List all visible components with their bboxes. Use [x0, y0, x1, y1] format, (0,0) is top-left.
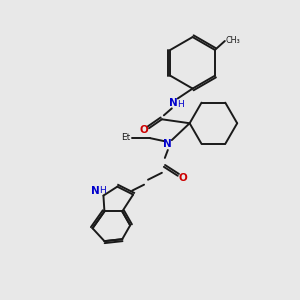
Text: N: N — [164, 139, 172, 149]
Text: O: O — [140, 125, 148, 135]
Text: CH₃: CH₃ — [226, 35, 241, 44]
Text: O: O — [178, 173, 187, 183]
Text: Et: Et — [121, 133, 130, 142]
Text: H: H — [99, 186, 106, 195]
Text: H: H — [177, 100, 184, 109]
Text: N: N — [91, 186, 100, 196]
Text: N: N — [169, 98, 178, 108]
